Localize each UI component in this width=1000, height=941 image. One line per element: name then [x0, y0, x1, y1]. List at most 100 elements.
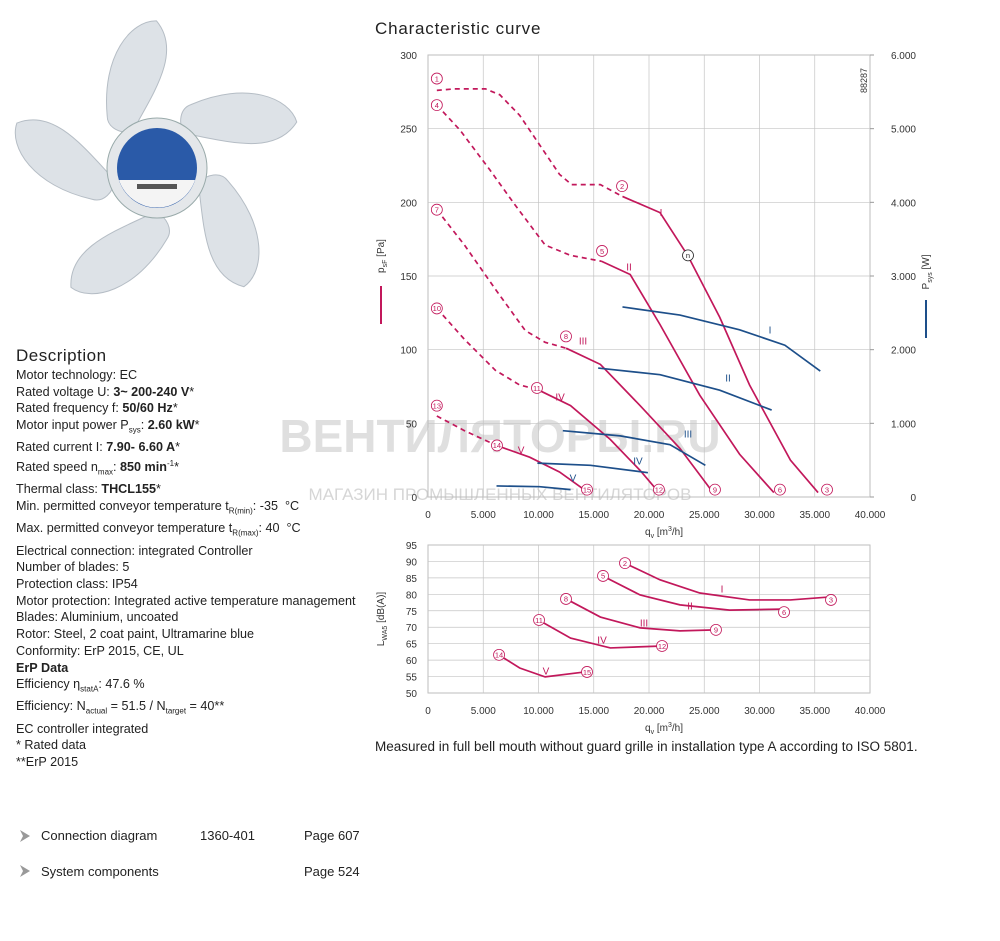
- annotation: 14: [493, 441, 501, 450]
- marker-circle: [597, 570, 609, 582]
- y-tick-label: 60: [406, 656, 418, 667]
- description-text: 2.60 kW: [147, 418, 195, 433]
- curve: [598, 367, 772, 411]
- chart-code: 88287: [859, 68, 869, 93]
- watermark-title: ВЕНТИЛЯТОРЫ.RU: [279, 410, 720, 462]
- y-tick-label: 70: [406, 623, 418, 634]
- annotation: 8: [564, 332, 568, 341]
- label-part: [Pa]: [376, 239, 387, 260]
- description-text: : 40 °C: [258, 521, 301, 536]
- description-text: 50/60 Hz: [122, 401, 173, 416]
- description-text: : 47.6 %: [98, 677, 145, 692]
- x-tick-label: 30.000: [744, 510, 775, 521]
- x-tick-label: 0: [425, 706, 431, 717]
- y-tick-label: 150: [400, 272, 417, 283]
- description-line: Motor input power Psys: 2.60 kW*: [16, 417, 356, 439]
- description-line: Rated current I: 7.90- 6.60 A*: [16, 439, 356, 456]
- description-text: Electrical connection: integrated Contro…: [16, 543, 253, 558]
- label-part: [W]: [921, 254, 932, 272]
- label-part: [m: [654, 527, 668, 538]
- hub-mark: [137, 184, 177, 189]
- blade: [180, 92, 298, 145]
- curve: [622, 306, 821, 372]
- annotation: 12: [655, 485, 663, 494]
- link-page[interactable]: Page 607: [304, 828, 360, 843]
- description-text: Blades: Aluminium, uncoated: [16, 610, 179, 625]
- x-axis-label: qv [m3/h]: [645, 526, 683, 540]
- y-tick-label: 100: [400, 346, 417, 357]
- description-text: Rated current I:: [16, 440, 107, 455]
- label-part: P: [921, 282, 932, 289]
- description-text: Protection class: IP54: [16, 576, 138, 591]
- y2-tick-label: 0: [910, 493, 916, 504]
- description-text: *: [172, 401, 178, 416]
- curve: [565, 598, 716, 632]
- description-text: Conformity: ErP 2015, CE, UL: [16, 643, 184, 658]
- description-text: ErP Data: [16, 660, 69, 675]
- description-text: *: [194, 418, 200, 433]
- description-line: Rotor: Steel, 2 coat paint, Ultramarine …: [16, 626, 356, 643]
- description-text: Efficiency η: [16, 677, 81, 692]
- marker-circle: [560, 330, 572, 343]
- description-text: 7.90- 6.60 A: [106, 440, 176, 455]
- y-tick-label: 90: [406, 557, 418, 568]
- label-part: v: [651, 729, 655, 736]
- description-text: Thermal class:: [16, 482, 102, 497]
- curve: [496, 444, 589, 494]
- y-tick-label: 250: [400, 125, 417, 136]
- curve: [436, 307, 538, 391]
- marker-circle: [531, 382, 543, 394]
- annotation: V: [518, 445, 525, 456]
- curve: [436, 104, 602, 263]
- section-title: Characteristic curve: [375, 19, 542, 38]
- marker-circle: [533, 614, 545, 626]
- marker-circle: [560, 593, 572, 605]
- link-name[interactable]: System components: [41, 864, 159, 879]
- description-line: Protection class: IP54: [16, 576, 356, 593]
- description-text: actual: [85, 706, 108, 716]
- annotation: 12: [658, 642, 666, 651]
- marker-circle: [430, 399, 443, 412]
- annotation: III: [640, 618, 648, 629]
- x-tick-label: 15.000: [578, 510, 609, 521]
- link-name[interactable]: Connection diagram: [41, 828, 158, 843]
- description: Motor technology: EC Rated voltage U: 3~ …: [16, 367, 356, 771]
- x-tick-label: 10.000: [523, 706, 554, 717]
- description-line: Thermal class: THCL155*: [16, 481, 356, 498]
- blade: [106, 20, 168, 133]
- annotation: II: [626, 263, 632, 274]
- y-tick-label: 65: [406, 640, 418, 651]
- description-line: Conformity: ErP 2015, CE, UL: [16, 643, 356, 660]
- description-text: Number of blades: 5: [16, 560, 130, 575]
- marker-circle: [709, 483, 721, 496]
- annotation: II: [687, 601, 693, 612]
- marker-circle: [682, 249, 694, 262]
- x-tick-label: 5.000: [471, 510, 496, 521]
- description-line: Electrical connection: integrated Contro…: [16, 543, 356, 560]
- annotation: 8: [564, 595, 568, 604]
- curve: [565, 347, 714, 494]
- annotation: 2: [620, 182, 624, 191]
- x-tick-label: 30.000: [744, 706, 775, 717]
- blade: [70, 211, 170, 295]
- annotation: 2: [623, 559, 627, 568]
- curve: [537, 462, 649, 474]
- curve: [601, 260, 775, 494]
- annotation: 15: [583, 668, 591, 677]
- description-line: Efficiency ηstatA: 47.6 %: [16, 676, 356, 698]
- description-text: *: [175, 440, 181, 455]
- y-tick-label: 300: [400, 51, 417, 62]
- description-text: Max. permitted conveyor temperature t: [16, 521, 233, 536]
- label-part: v: [651, 533, 655, 540]
- description-text: 850 min: [120, 460, 167, 475]
- link-icon: [20, 830, 30, 842]
- description-text: :: [140, 418, 148, 433]
- annotation: 11: [533, 384, 541, 393]
- annotation: I: [769, 325, 772, 336]
- curve: [436, 415, 497, 447]
- annotation: 1: [435, 74, 439, 83]
- description-text: *: [155, 482, 161, 497]
- annotation: 6: [782, 608, 786, 617]
- link-page[interactable]: Page 524: [304, 864, 360, 879]
- x-tick-label: 25.000: [689, 510, 720, 521]
